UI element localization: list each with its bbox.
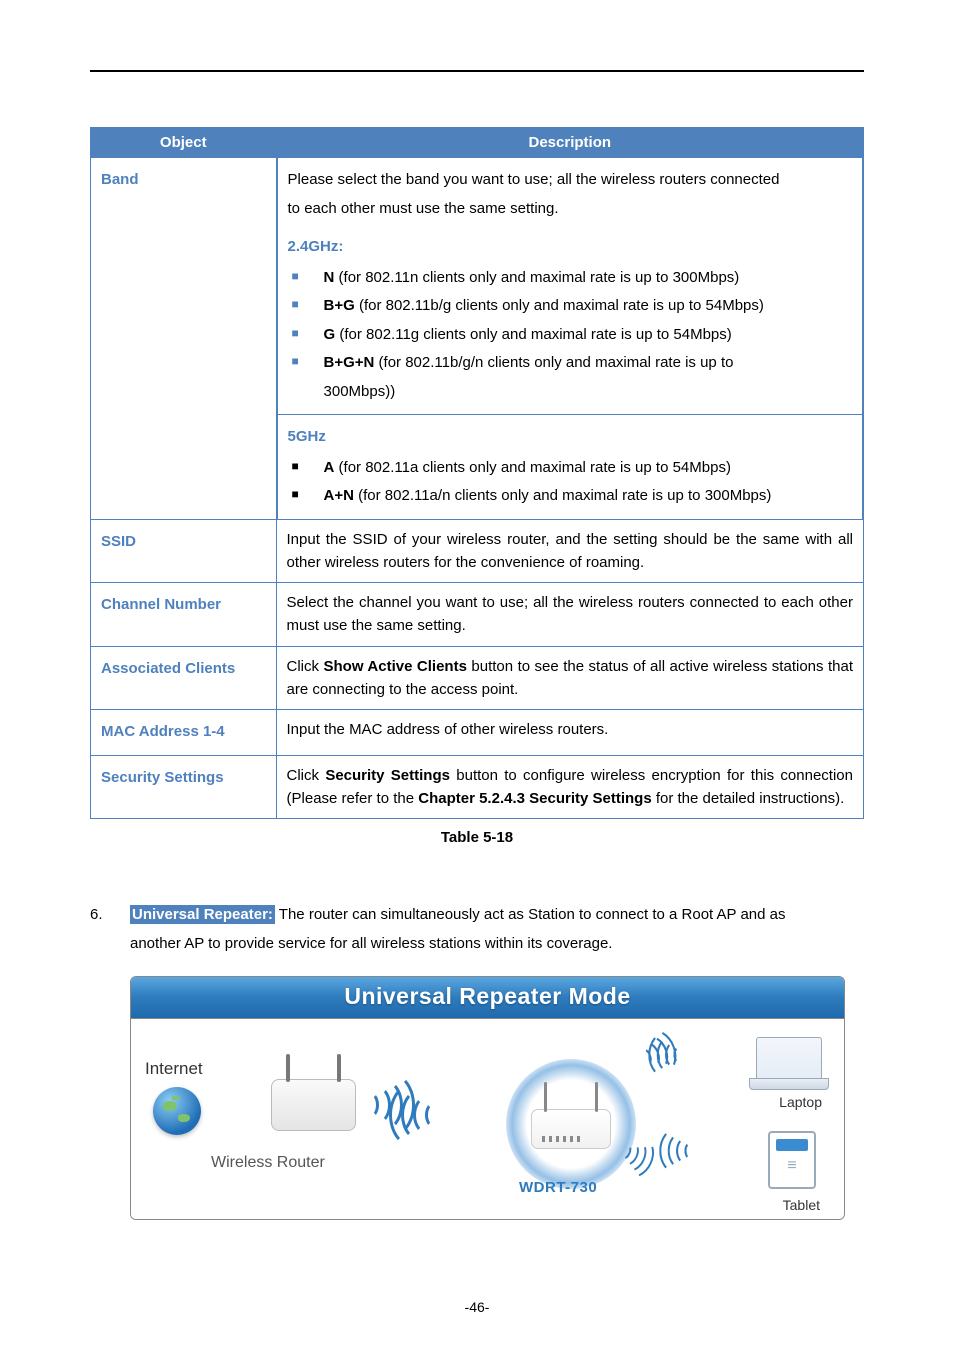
top-rule	[90, 70, 864, 72]
label-tablet: Tablet	[783, 1197, 820, 1213]
assoc-pre: Click	[287, 658, 324, 675]
g5-t1: (for 802.11a/n clients only and maximal …	[354, 487, 771, 504]
sec-b2: Chapter 5.2.4.3 Security Settings	[418, 790, 651, 807]
item-6-num: 6.	[90, 901, 118, 930]
g24-t2: (for 802.11g clients only and maximal ra…	[335, 326, 732, 343]
g24-b0: N	[324, 269, 335, 286]
band-cell-5: 5GHz A (for 802.11a clients only and max…	[277, 415, 862, 519]
band-intro2: to each other must use the same setting.	[288, 200, 559, 217]
sec-post: for the detailed instructions).	[652, 790, 845, 807]
tablet-icon	[768, 1131, 816, 1189]
diagram-universal-repeater: Universal Repeater Mode Internet Wireles…	[130, 976, 845, 1220]
wireless-router-icon	[271, 1079, 356, 1131]
settings-table: Object Description Band Please select th…	[90, 127, 864, 819]
laptop-icon	[756, 1037, 822, 1081]
g5-list: A (for 802.11a clients only and maximal …	[288, 454, 852, 511]
obj-sec: Security Settings	[91, 755, 277, 819]
item-6-text1: The router can simultaneously act as Sta…	[275, 906, 786, 923]
g5-t0: (for 802.11a clients only and maximal ra…	[334, 459, 731, 476]
obj-mac: MAC Address 1-4	[91, 710, 277, 756]
label-wireless-router: Wireless Router	[211, 1154, 325, 1172]
table-row: Channel Number Select the channel you wa…	[91, 583, 864, 647]
desc-mac: Input the MAC address of other wireless …	[276, 710, 863, 756]
label-internet: Internet	[145, 1059, 203, 1079]
table-row: Associated Clients Click Show Active Cli…	[91, 646, 864, 710]
label-wdrt: WDRT-730	[519, 1179, 597, 1196]
g24-t3: (for 802.11b/g/n clients only and maxima…	[374, 354, 733, 371]
g5-title: 5GHz	[288, 428, 326, 445]
obj-band: Band	[91, 158, 277, 520]
g24-b2: G	[324, 326, 336, 343]
g24-t0: (for 802.11n clients only and maximal ra…	[334, 269, 739, 286]
diagram-title: Universal Repeater Mode	[131, 977, 844, 1019]
table-row: MAC Address 1-4 Input the MAC address of…	[91, 710, 864, 756]
table-row: Band Please select the band you want to …	[91, 158, 864, 520]
band-intro1: Please select the band you want to use; …	[288, 171, 780, 188]
desc-sec: Click Security Settings button to config…	[276, 755, 863, 819]
obj-channel: Channel Number	[91, 583, 277, 647]
label-laptop: Laptop	[779, 1094, 822, 1110]
wdrt-router-icon	[506, 1059, 636, 1189]
desc-assoc: Click Show Active Clients button to see …	[276, 646, 863, 710]
desc-ssid: Input the SSID of your wireless router, …	[276, 519, 863, 583]
g5-b0: A	[324, 459, 335, 476]
obj-ssid: SSID	[91, 519, 277, 583]
g24-t1: (for 802.11b/g clients only and maximal …	[355, 297, 764, 314]
item-6-text2: another AP to provide service for all wi…	[130, 930, 864, 959]
g24-tail: 300Mbps))	[324, 383, 396, 400]
th-object: Object	[91, 128, 277, 158]
band-cell-24: Please select the band you want to use; …	[277, 158, 862, 415]
g24-b3: B+G+N	[324, 354, 375, 371]
diagram-body: Internet Wireless Router WDRT-730 Laptop	[131, 1019, 844, 1219]
g5-b1: A+N	[324, 487, 354, 504]
item-6-highlight: Universal Repeater:	[130, 905, 275, 924]
assoc-b1: Show Active Clients	[324, 658, 467, 675]
g24-title: 2.4GHz:	[288, 238, 344, 255]
obj-assoc: Associated Clients	[91, 646, 277, 710]
sec-b1: Security Settings	[325, 767, 450, 784]
desc-channel: Select the channel you want to use; all …	[276, 583, 863, 647]
g24-b1: B+G	[324, 297, 355, 314]
page-number: -46-	[0, 1299, 954, 1315]
table-row: SSID Input the SSID of your wireless rou…	[91, 519, 864, 583]
table-caption: Table 5-18	[90, 829, 864, 846]
sec-pre: Click	[287, 767, 326, 784]
globe-icon	[153, 1087, 201, 1135]
g24-list: N (for 802.11n clients only and maximal …	[288, 264, 852, 407]
table-row: Security Settings Click Security Setting…	[91, 755, 864, 819]
item-6: 6. Universal Repeater: The router can si…	[90, 901, 864, 958]
th-description: Description	[276, 128, 863, 158]
